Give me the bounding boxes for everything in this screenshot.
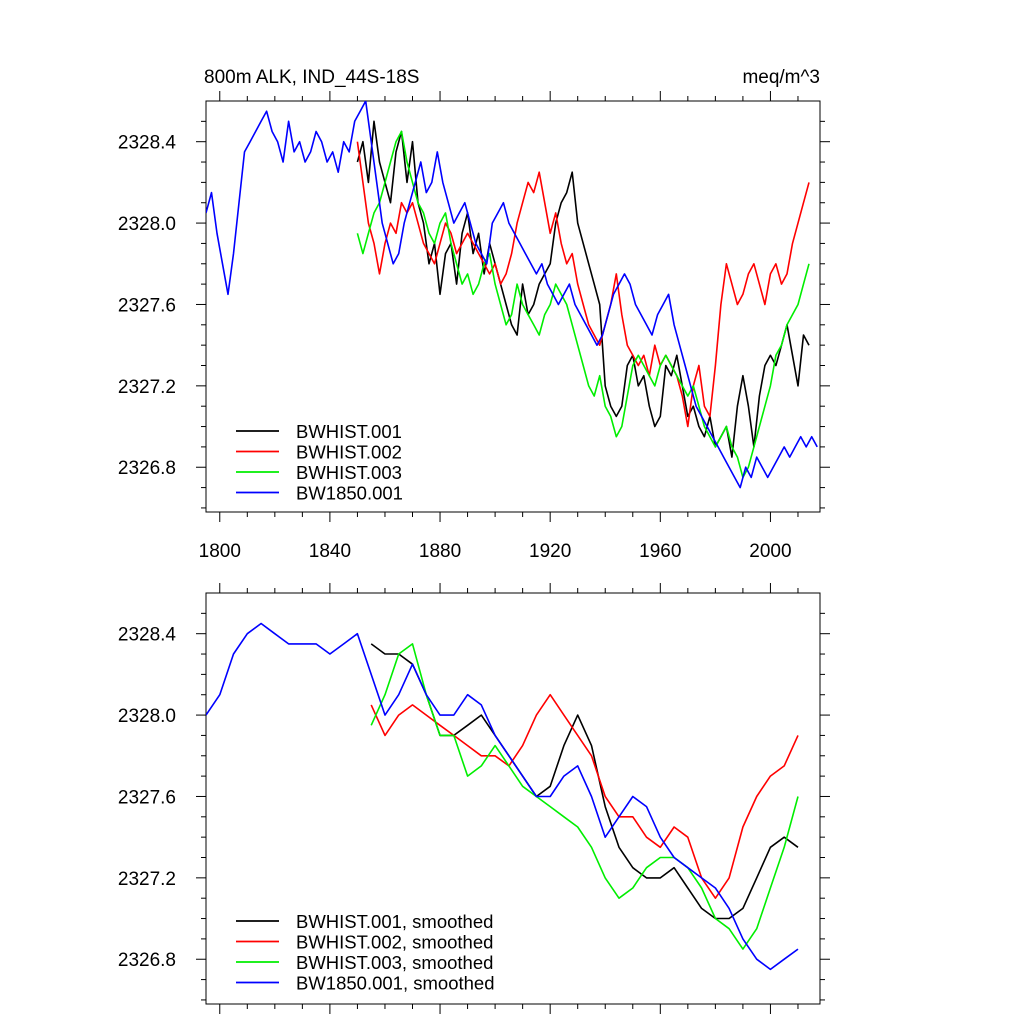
x-tick-label: 1960 (639, 541, 681, 562)
legend-label: BW1850.001 (296, 483, 403, 504)
bottom-panel: 2326.8 2327.2 2327.6 2328.0 2328.4 BWHIST.001… (118, 583, 830, 1014)
y-tick-label: 2327.6 (118, 295, 176, 316)
y-tick-label: 2327.2 (118, 869, 176, 890)
y-tick-label: 2328.4 (118, 625, 177, 646)
legend-label: BW1850.001, smoothed (296, 973, 495, 994)
y-tick-label: 2328.0 (118, 214, 176, 235)
y-tick-label: 2328.0 (118, 706, 176, 727)
series-line-2 (356, 141, 810, 428)
x-tick-label: 1840 (309, 541, 351, 562)
legend-label: BWHIST.003 (296, 462, 402, 483)
series-line-4 (206, 101, 818, 489)
top-panel: 800m ALK, IND_44S-18S meq/m^3 1800 1840 18… (118, 67, 830, 562)
y-tick-label: 2326.8 (118, 458, 176, 479)
units-label: meq/m^3 (742, 67, 820, 88)
legend-label: BWHIST.002, smoothed (296, 932, 493, 953)
x-tick-label: 1920 (529, 541, 571, 562)
legend-label: BWHIST.001, smoothed (296, 911, 493, 932)
x-tick-label: 2000 (749, 541, 791, 562)
panel-title: 800m ALK, IND_44S-18S (204, 67, 419, 88)
y-tick-label: 2326.8 (118, 950, 176, 971)
legend-label: BWHIST.002 (296, 442, 402, 463)
legend-label: BWHIST.003, smoothed (296, 952, 493, 973)
x-tick-label: 1800 (199, 541, 241, 562)
series-line-3 (356, 130, 810, 479)
x-tick-label: 1880 (419, 541, 461, 562)
series-line-3 (370, 643, 799, 950)
series-line-4 (206, 622, 799, 971)
series-line-2 (370, 693, 799, 900)
y-tick-label: 2327.2 (118, 377, 176, 398)
series-line-1 (356, 120, 810, 458)
plot-frame (205, 592, 821, 1005)
legend-label: BWHIST.001 (296, 421, 402, 442)
y-tick-label: 2327.6 (118, 787, 176, 808)
y-tick-label: 2328.4 (118, 133, 177, 154)
plot-frame (205, 100, 821, 513)
